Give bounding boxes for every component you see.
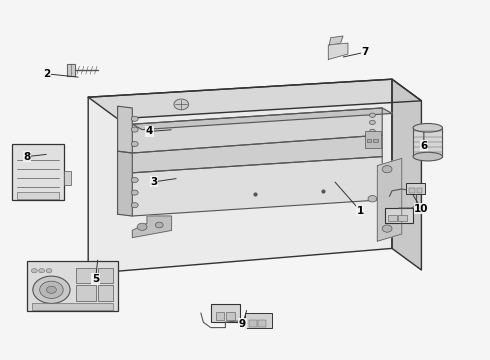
Text: 8: 8 <box>24 152 30 162</box>
Circle shape <box>369 113 375 117</box>
Circle shape <box>131 116 138 121</box>
Polygon shape <box>88 79 421 119</box>
Polygon shape <box>329 36 343 45</box>
Circle shape <box>31 269 37 273</box>
Text: 9: 9 <box>239 319 246 329</box>
Text: 10: 10 <box>414 204 429 214</box>
Bar <box>27 261 118 311</box>
Bar <box>258 320 266 327</box>
Bar <box>17 192 59 199</box>
Circle shape <box>137 223 147 230</box>
Polygon shape <box>392 79 421 270</box>
Bar <box>398 215 407 221</box>
Circle shape <box>33 276 70 303</box>
Circle shape <box>46 269 52 273</box>
Text: 7: 7 <box>361 47 369 57</box>
Bar <box>406 183 425 194</box>
Bar <box>76 268 96 283</box>
Ellipse shape <box>413 152 442 161</box>
Circle shape <box>131 127 138 132</box>
Circle shape <box>131 203 138 208</box>
Bar <box>216 312 224 320</box>
Bar <box>416 188 422 193</box>
Text: 6: 6 <box>420 141 427 151</box>
Circle shape <box>369 120 375 125</box>
Bar <box>373 139 378 142</box>
Bar <box>64 171 71 185</box>
Text: 2: 2 <box>43 69 50 79</box>
Bar <box>249 320 257 327</box>
Bar <box>211 304 240 322</box>
Ellipse shape <box>413 123 442 132</box>
Polygon shape <box>67 64 75 76</box>
Bar <box>226 312 235 320</box>
Polygon shape <box>377 158 402 241</box>
Bar <box>388 215 397 221</box>
Circle shape <box>131 141 138 147</box>
Text: 3: 3 <box>151 177 158 187</box>
Bar <box>98 268 113 283</box>
Bar <box>98 285 113 301</box>
Text: 4: 4 <box>146 126 153 136</box>
Circle shape <box>39 269 45 273</box>
Polygon shape <box>118 151 132 216</box>
Bar <box>76 285 96 301</box>
Polygon shape <box>132 108 392 130</box>
Circle shape <box>155 222 163 228</box>
Circle shape <box>40 281 63 298</box>
Circle shape <box>368 195 377 202</box>
Polygon shape <box>132 135 382 173</box>
Circle shape <box>131 177 138 183</box>
Polygon shape <box>328 43 348 59</box>
Text: 5: 5 <box>92 274 99 284</box>
Circle shape <box>174 99 189 110</box>
Bar <box>245 313 272 328</box>
Bar <box>385 208 413 223</box>
Bar <box>367 139 371 142</box>
Polygon shape <box>132 108 382 153</box>
Bar <box>409 188 415 193</box>
Circle shape <box>382 166 392 173</box>
Polygon shape <box>88 79 392 274</box>
Bar <box>12 144 64 200</box>
Text: 1: 1 <box>357 206 364 216</box>
Polygon shape <box>132 216 172 238</box>
Circle shape <box>382 225 392 232</box>
Polygon shape <box>118 106 132 153</box>
Circle shape <box>131 190 138 195</box>
Polygon shape <box>132 157 382 216</box>
Circle shape <box>47 286 56 293</box>
Bar <box>365 131 381 148</box>
Circle shape <box>369 129 375 134</box>
Polygon shape <box>413 128 442 157</box>
Bar <box>32 303 113 310</box>
